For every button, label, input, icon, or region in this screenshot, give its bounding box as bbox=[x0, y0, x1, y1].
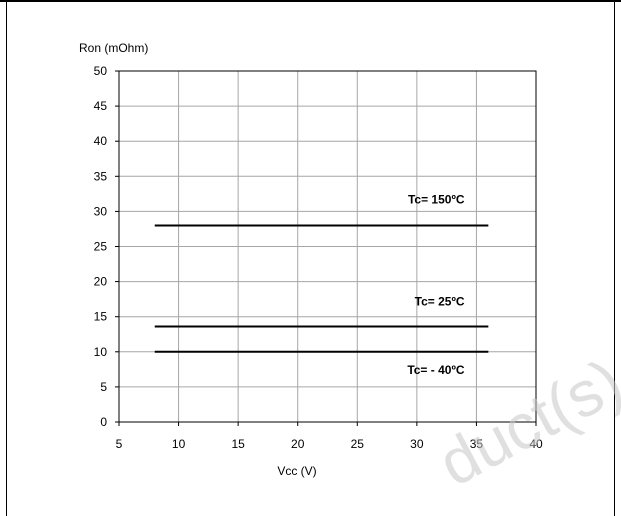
series-label-1: Tc= 25ºC bbox=[415, 295, 465, 309]
y-tick-label-50: 50 bbox=[94, 64, 108, 78]
y-tick-label-0: 0 bbox=[100, 415, 107, 429]
y-tick-label-40: 40 bbox=[94, 134, 108, 148]
y-tick-label-25: 25 bbox=[94, 240, 108, 254]
y-tick-label-35: 35 bbox=[94, 169, 108, 183]
x-tick-label-20: 20 bbox=[291, 437, 305, 451]
series-label-2: Tc= - 40ºC bbox=[407, 363, 465, 377]
x-tick-label-10: 10 bbox=[172, 437, 186, 451]
y-tick-label-45: 45 bbox=[94, 99, 108, 113]
series-lines bbox=[154, 224, 489, 353]
x-tick-label-30: 30 bbox=[410, 437, 424, 451]
y-axis-label: Ron (mOhm) bbox=[79, 41, 148, 55]
series-labels: Tc= 150ºC Tc= 25ºC Tc= - 40ºC bbox=[407, 192, 465, 376]
y-tick-label-5: 5 bbox=[100, 380, 107, 394]
frame-right-border bbox=[614, 0, 615, 516]
x-tick-label-25: 25 bbox=[351, 437, 365, 451]
x-tick-label-40: 40 bbox=[529, 437, 543, 451]
frame-top-border bbox=[0, 0, 621, 2]
x-tick-label-35: 35 bbox=[470, 437, 484, 451]
x-tick-label-15: 15 bbox=[231, 437, 245, 451]
x-axis-label: Vcc (V) bbox=[277, 464, 316, 478]
x-axis-tick-labels: 5 10 15 20 25 30 35 40 bbox=[116, 422, 543, 451]
y-axis-tick-labels: 0 5 10 15 20 25 30 35 40 45 50 bbox=[94, 64, 119, 429]
x-tick-label-5: 5 bbox=[116, 437, 123, 451]
y-tick-label-10: 10 bbox=[94, 345, 108, 359]
y-tick-label-20: 20 bbox=[94, 275, 108, 289]
frame-left-border bbox=[6, 0, 7, 516]
y-tick-label-30: 30 bbox=[94, 204, 108, 218]
y-tick-label-15: 15 bbox=[94, 310, 108, 324]
series-label-0: Tc= 150ºC bbox=[408, 192, 465, 206]
grid-lines bbox=[119, 71, 536, 422]
